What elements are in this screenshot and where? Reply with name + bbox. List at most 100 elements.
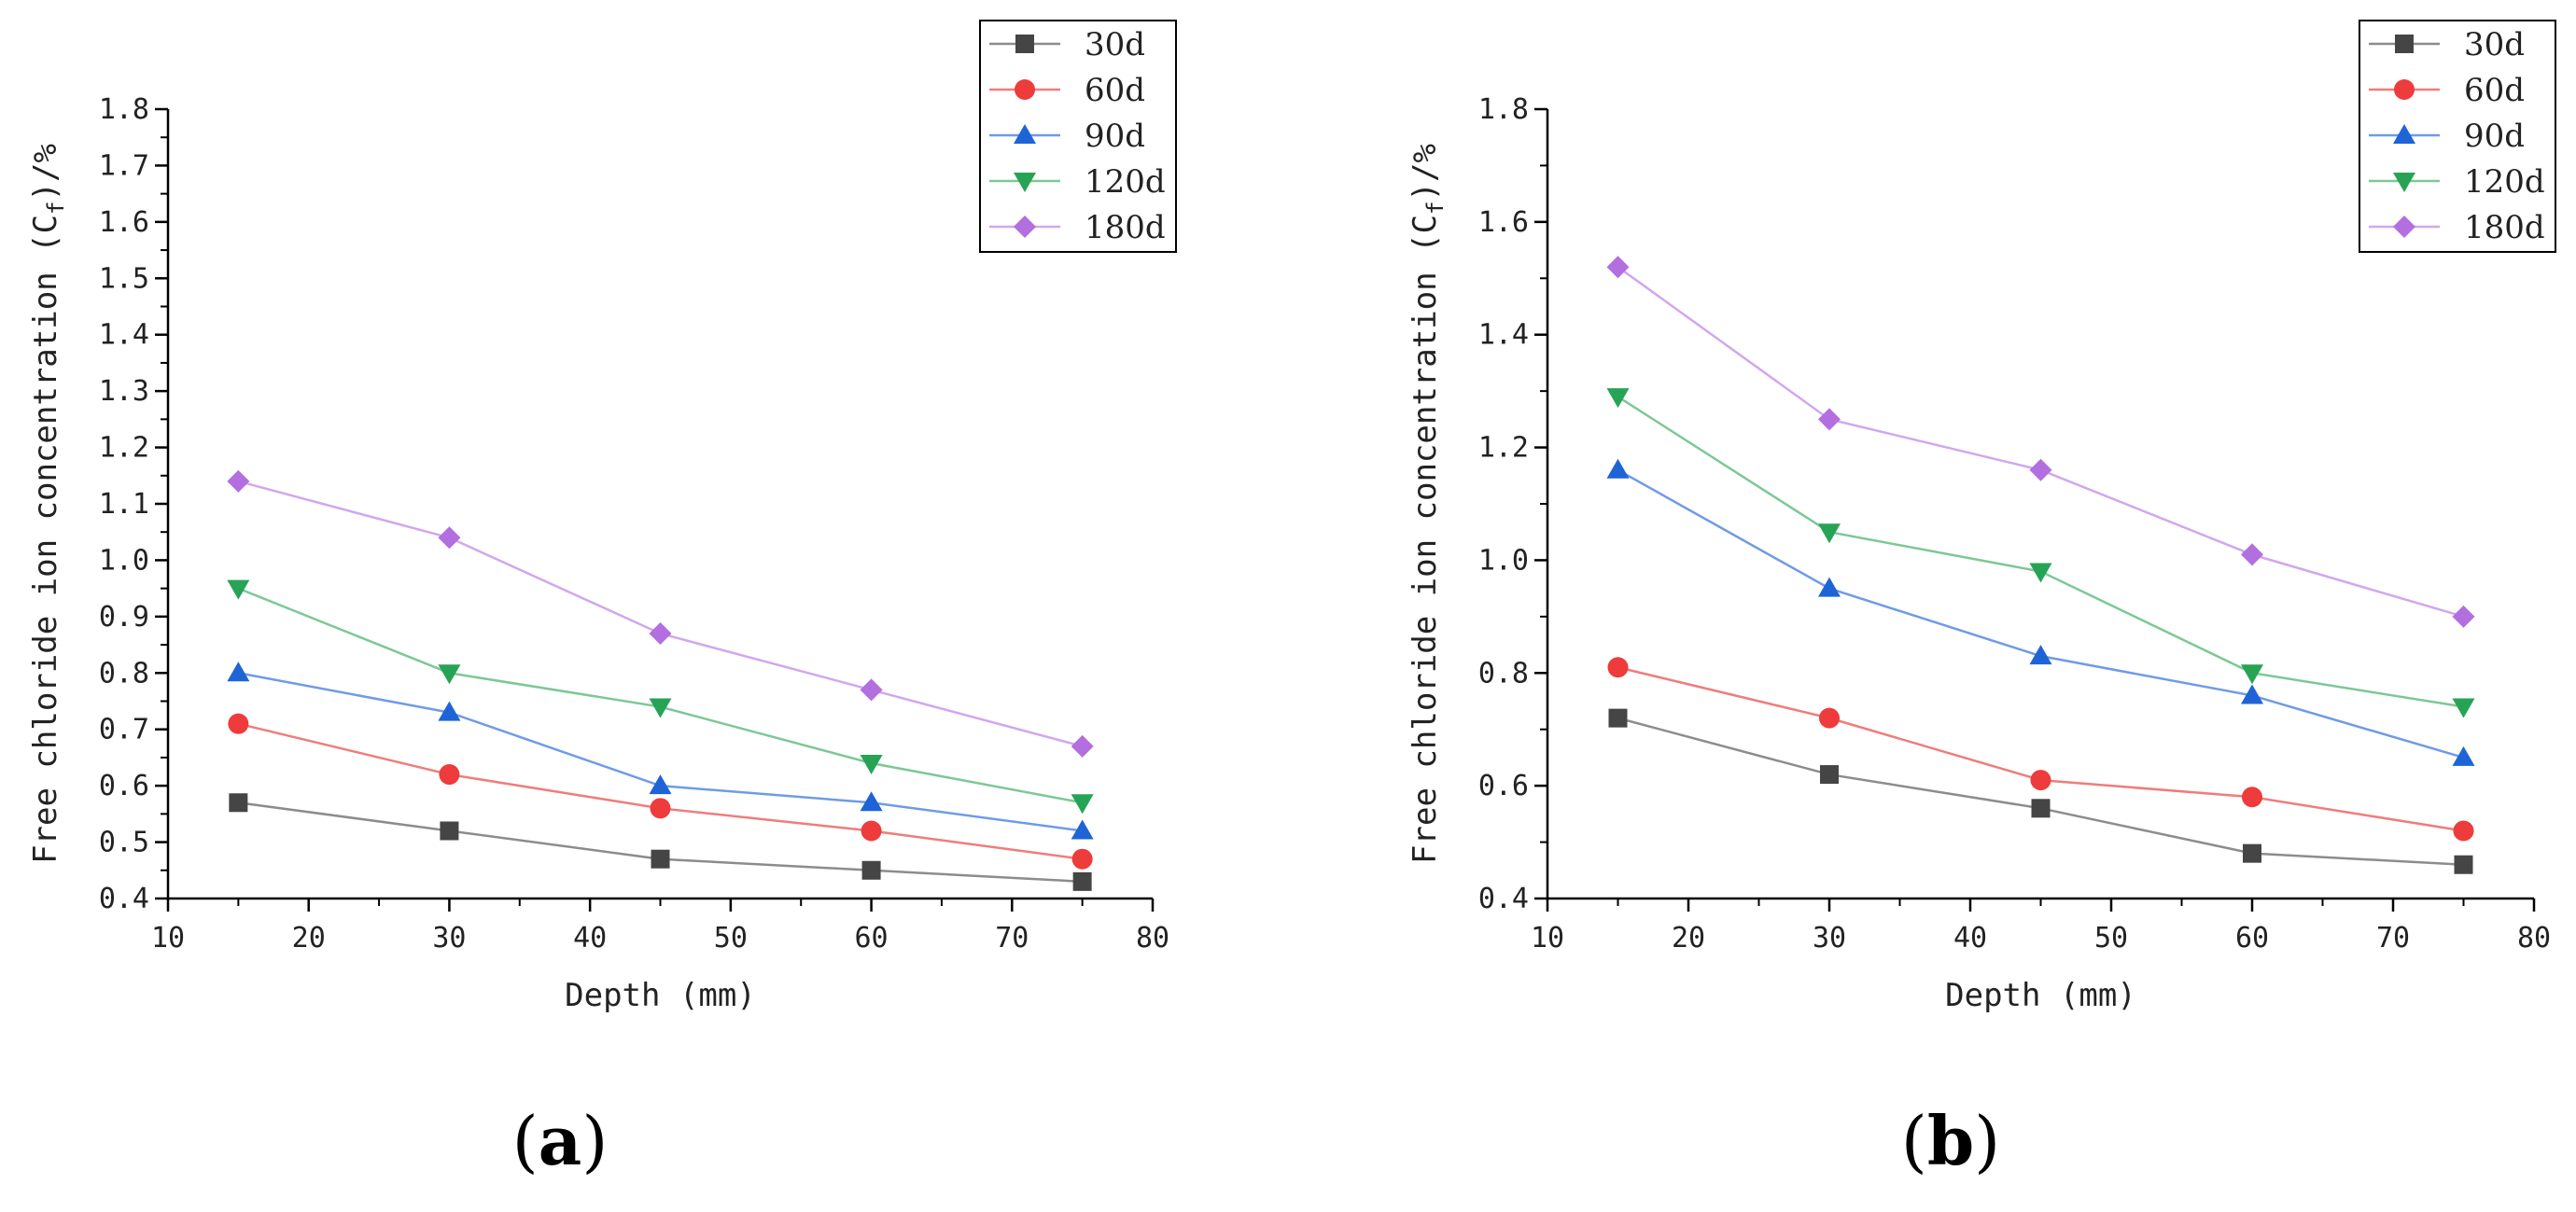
y-axis-label: Free chloride ion concentration (Cf)/% [1407,144,1449,864]
data-point-180d [860,678,883,702]
y-axis-label-end: )/% [1407,144,1444,201]
y-tick-label: 1.4 [1478,319,1529,352]
data-point-180d [1818,408,1841,431]
data-point-30d [2243,843,2261,863]
series-120d [1606,388,2475,718]
data-point-60d [439,764,460,786]
data-point-180d [2452,605,2475,628]
y-tick-label: 1.8 [99,93,149,126]
x-tick-label: 70 [2376,922,2410,954]
data-point-90d [438,701,461,721]
data-point-120d [438,664,461,685]
y-axis-label-end: )/% [27,144,64,201]
data-point-90d [649,774,672,795]
legend-marker-90d [1014,124,1036,144]
y-tick-label: 1.2 [1478,432,1529,465]
data-point-60d [861,820,882,842]
y-tick-label: 0.4 [1478,883,1529,915]
data-point-120d [2241,664,2263,685]
data-point-180d [438,526,461,550]
data-point-120d [1818,523,1841,544]
y-tick-label: 1.0 [1478,544,1529,577]
data-point-120d [860,754,883,774]
y-tick-label: 1.5 [99,262,149,295]
data-point-180d [649,621,672,645]
series-30d [229,793,1092,891]
y-tick-label: 1.1 [99,488,149,521]
data-point-180d [2029,458,2052,481]
y-tick-label: 1.8 [1478,93,1529,126]
legend-marker-90d [2393,124,2415,144]
series-120d [227,579,1094,815]
y-axis-label-main: Free chloride ion concentration (C [27,215,64,864]
x-axis-label: Depth (mm) [565,977,756,1014]
data-point-90d [227,662,250,682]
legend-marker-180d [2393,216,2415,238]
y-axis-label-subscript: f [43,201,69,214]
data-point-120d [227,579,250,600]
y-tick-label: 1.0 [99,544,149,577]
y-axis-label: Free chloride ion concentration (Cf)/% [27,144,69,864]
y-tick-label: 0.4 [99,883,149,915]
legend-marker-60d [2394,79,2415,100]
data-point-90d [1071,819,1094,840]
y-tick-label: 0.5 [99,827,149,859]
x-tick-label: 50 [2094,922,2128,954]
legend-label-90d: 90d [2464,118,2525,155]
x-tick-label: 10 [1531,922,1564,954]
legend-label-30d: 30d [2464,26,2525,63]
data-point-180d [1071,734,1094,758]
legend-label-120d: 120d [2464,163,2545,201]
y-tick-label: 0.9 [99,601,149,634]
series-180d [1606,256,2475,628]
x-tick-label: 30 [1813,922,1846,954]
x-axis-label: Depth (mm) [1945,977,2136,1014]
data-point-30d [651,849,670,869]
legend-marker-120d [2393,173,2415,192]
data-point-60d [2030,770,2051,791]
data-point-180d [1606,256,1630,279]
panel-label: (a) [512,1101,609,1180]
data-point-90d [2452,745,2475,766]
series-60d [228,713,1093,870]
data-point-120d [1606,388,1630,409]
data-point-120d [649,698,672,718]
series-60d [1607,657,2474,842]
legend-label-120d: 120d [1085,163,1166,201]
panel-label-letter: b [1927,1101,1974,1180]
x-tick-label: 30 [432,922,466,954]
y-tick-label: 0.7 [99,714,149,746]
x-tick-label: 10 [151,922,185,954]
y-tick-label: 1.6 [1478,206,1529,239]
data-point-120d [1071,794,1094,815]
data-point-30d [861,860,881,880]
data-point-30d [1072,871,1092,891]
data-point-120d [2029,563,2052,583]
panel-label-letter: a [539,1101,582,1180]
x-tick-label: 20 [292,922,326,954]
x-tick-label: 80 [2517,922,2551,954]
y-tick-label: 1.6 [99,206,149,239]
y-tick-label: 1.7 [99,149,149,182]
data-point-60d [2242,787,2262,808]
chart-panel-b: 10 20 30 40 50 60 70 80 0.4 0.6 0.8 1.0 1.2 1.4 1.6 1.8… [1407,20,2556,1180]
y-axis-label-main: Free chloride ion concentration (C [1407,215,1444,864]
x-tick-label: 40 [1953,922,1987,954]
y-tick-label: 0.8 [99,657,149,690]
x-tick-label: 50 [714,922,748,954]
data-point-90d [2029,645,2052,665]
legend: 30d 60d 90d 120d 180d [979,20,1177,253]
data-point-90d [1818,577,1841,597]
data-point-180d [2241,543,2263,566]
series-90d [227,662,1094,840]
data-point-30d [229,793,248,813]
y-tick-label: 0.6 [99,770,149,802]
data-point-60d [1607,657,1629,678]
data-point-60d [650,798,671,819]
legend-marker-30d [1015,35,1034,53]
legend-label-30d: 30d [1085,26,1145,63]
legend-label-180d: 180d [1085,209,1166,246]
legend-label-60d: 60d [1085,72,1145,109]
legend-label-180d: 180d [2464,209,2545,246]
